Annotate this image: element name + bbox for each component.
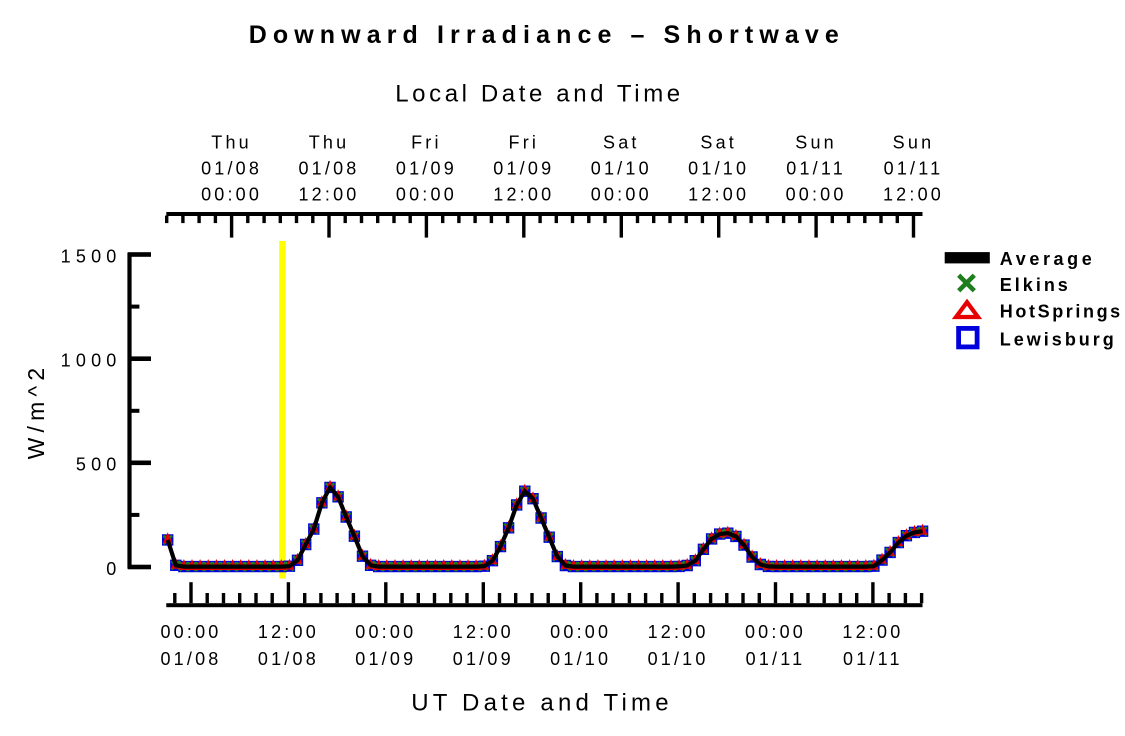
svg-text:01/09: 01/09 (396, 159, 457, 179)
svg-text:01/09: 01/09 (355, 649, 416, 669)
svg-text:01/10: 01/10 (591, 159, 652, 179)
svg-text:01/08: 01/08 (298, 159, 359, 179)
svg-text:00:00: 00:00 (201, 185, 262, 205)
svg-text:Thu: Thu (211, 133, 252, 153)
svg-text:01/08: 01/08 (258, 649, 319, 669)
svg-text:Elkins: Elkins (1000, 275, 1071, 295)
svg-text:12:00: 12:00 (688, 185, 749, 205)
svg-text:UT Date and Time: UT Date and Time (411, 690, 673, 717)
svg-text:Local Date and Time: Local Date and Time (395, 81, 684, 108)
svg-text:01/10: 01/10 (688, 159, 749, 179)
svg-text:01/11: 01/11 (884, 159, 944, 179)
svg-text:00:00: 00:00 (786, 185, 847, 205)
svg-text:Lewisburg: Lewisburg (1000, 330, 1117, 350)
svg-text:00:00: 00:00 (550, 622, 611, 642)
svg-text:01/11: 01/11 (843, 649, 903, 669)
svg-text:Downward Irradiance – Shortwav: Downward Irradiance – Shortwave (249, 21, 845, 49)
svg-text:00:00: 00:00 (396, 185, 457, 205)
svg-text:12:00: 12:00 (298, 185, 359, 205)
svg-text:00:00: 00:00 (745, 622, 806, 642)
svg-text:Fri: Fri (411, 133, 442, 153)
svg-text:Sat: Sat (603, 133, 640, 153)
svg-text:1500: 1500 (61, 246, 122, 266)
svg-text:01/11: 01/11 (786, 159, 846, 179)
svg-text:Thu: Thu (309, 133, 350, 153)
svg-text:01/08: 01/08 (160, 649, 221, 669)
svg-text:1000: 1000 (61, 351, 122, 371)
svg-text:01/08: 01/08 (201, 159, 262, 179)
svg-text:00:00: 00:00 (160, 622, 221, 642)
svg-text:Sat: Sat (700, 133, 737, 153)
svg-text:00:00: 00:00 (355, 622, 416, 642)
svg-text:12:00: 12:00 (258, 622, 319, 642)
svg-text:01/11: 01/11 (746, 649, 806, 669)
svg-text:Sun: Sun (893, 133, 935, 153)
svg-text:Average: Average (1000, 249, 1096, 269)
svg-text:12:00: 12:00 (453, 622, 514, 642)
svg-text:HotSprings: HotSprings (1000, 302, 1123, 322)
svg-text:Sun: Sun (795, 133, 837, 153)
svg-text:01/10: 01/10 (648, 649, 709, 669)
svg-text:W/m^2: W/m^2 (23, 363, 49, 460)
svg-text:12:00: 12:00 (648, 622, 709, 642)
svg-text:01/10: 01/10 (550, 649, 611, 669)
svg-text:12:00: 12:00 (493, 185, 554, 205)
svg-text:01/09: 01/09 (493, 159, 554, 179)
svg-text:12:00: 12:00 (883, 185, 944, 205)
svg-text:500: 500 (76, 455, 122, 475)
svg-text:12:00: 12:00 (842, 622, 903, 642)
svg-text:00:00: 00:00 (591, 185, 652, 205)
svg-text:01/09: 01/09 (453, 649, 514, 669)
svg-text:Fri: Fri (509, 133, 540, 153)
svg-text:0: 0 (106, 559, 121, 579)
